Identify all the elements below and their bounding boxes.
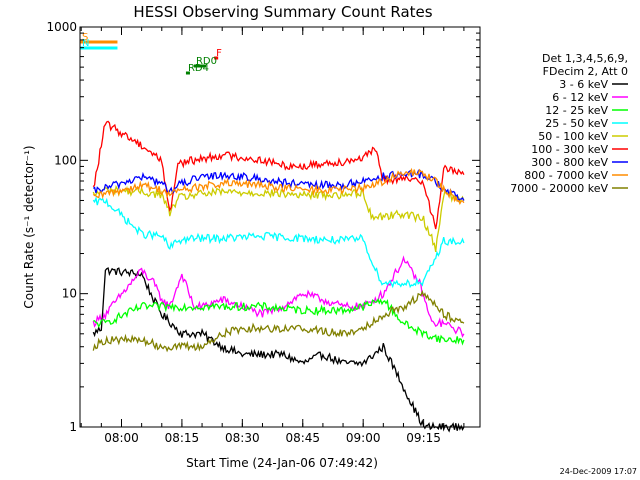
x-tick-label: 09:00 [346, 431, 381, 445]
legend-entry: 100 - 300 keV [531, 143, 608, 156]
series-line [93, 297, 465, 346]
x-tick-label: 08:15 [165, 431, 200, 445]
series-layer [92, 120, 465, 433]
chart-title: HESSI Observing Summary Count Rates [133, 3, 432, 21]
flag-label: RD0 [196, 56, 217, 67]
series-line [92, 195, 465, 289]
series-line [92, 289, 465, 353]
series-line [92, 167, 465, 205]
legend-entry: 300 - 800 keV [531, 156, 608, 169]
legend-entry: 3 - 6 keV [559, 78, 608, 91]
series-line [92, 169, 465, 203]
legend-entry: 6 - 12 keV [552, 91, 608, 104]
legend-entry: 50 - 100 keV [538, 130, 608, 143]
y-tick-label: 10 [62, 287, 77, 301]
x-tick-label: 08:00 [104, 431, 139, 445]
y-tick-label: 1 [69, 420, 77, 434]
x-tick-label: 08:30 [225, 431, 260, 445]
y-axis-label: Count Rate (s⁻¹ detector⁻¹) [22, 145, 36, 308]
legend-entry: 25 - 50 keV [545, 117, 608, 130]
legend-header: FDecim 2, Att 0 [543, 65, 628, 78]
plot-frame [79, 26, 481, 428]
y-tick-label: 100 [54, 153, 77, 167]
flag-label: F [216, 48, 222, 59]
series-line [92, 255, 465, 338]
y-axis: 1 10 100 1000 [46, 20, 480, 434]
flag-label: N [82, 38, 89, 49]
x-tick-label: 09:15 [406, 431, 441, 445]
x-axis: 08:00 08:15 08:30 08:45 09:00 09:15 [80, 27, 465, 445]
series-line [92, 185, 465, 253]
x-tick-label: 08:45 [285, 431, 320, 445]
flag-label: RD4 [188, 63, 209, 74]
series-line [92, 267, 465, 433]
legend-entry: 800 - 7000 keV [524, 169, 608, 182]
legend: Det 1,3,4,5,6,9,FDecim 2, Att 03 - 6 keV… [510, 52, 628, 195]
series-line [92, 120, 465, 230]
legend-header: Det 1,3,4,5,6,9, [542, 52, 628, 65]
legend-entry: 12 - 25 keV [545, 104, 608, 117]
legend-entry: 7000 - 20000 keV [510, 182, 608, 195]
flag-label: S [82, 32, 88, 43]
y-tick-label: 1000 [46, 20, 77, 34]
x-axis-label: Start Time (24-Jan-06 07:49:42) [186, 456, 378, 470]
timestamp: 24-Dec-2009 17:07 [560, 467, 637, 476]
